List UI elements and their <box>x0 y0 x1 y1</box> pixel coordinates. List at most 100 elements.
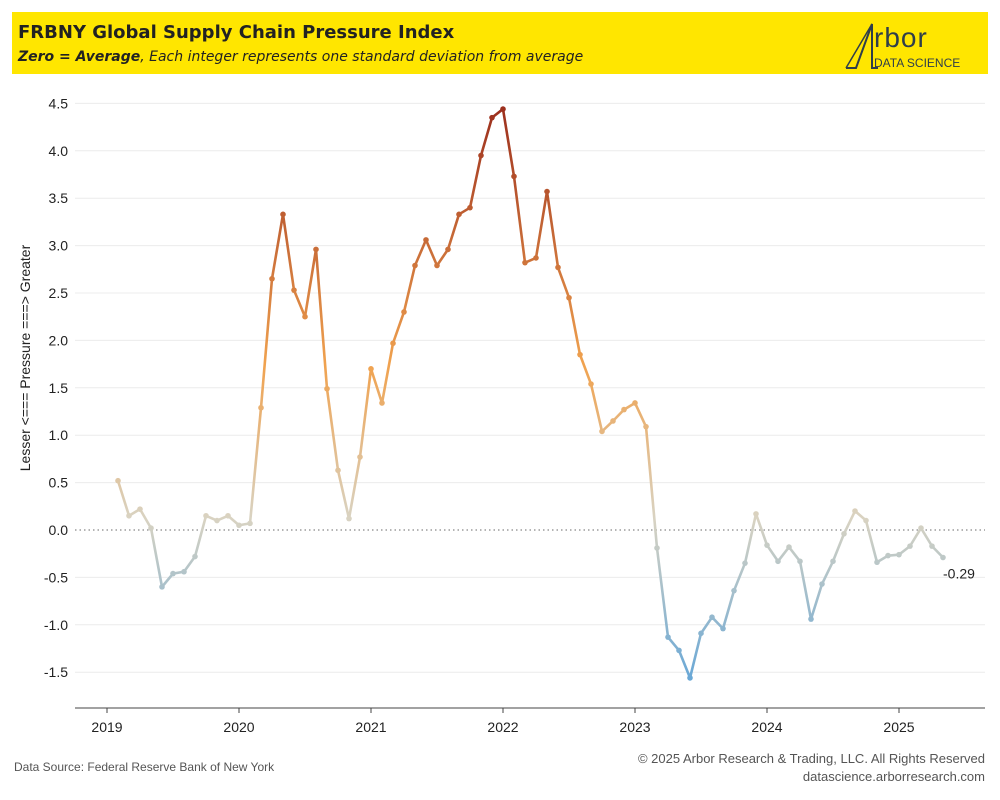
data-point <box>665 634 671 640</box>
data-point <box>269 275 275 282</box>
y-tick-label: 3.0 <box>49 238 69 254</box>
data-point <box>610 418 616 424</box>
subtitle-bold: Zero = Average <box>18 49 141 65</box>
data-point <box>181 568 187 575</box>
data-point <box>324 385 330 392</box>
data-point <box>896 551 902 558</box>
y-tick-label: -1.0 <box>44 617 68 633</box>
logo-mark-icon <box>845 23 878 69</box>
data-point <box>731 587 737 594</box>
arbor-logo: rbor DATA SCIENCE <box>832 16 982 72</box>
data-point <box>643 423 649 430</box>
x-tick-label: 2023 <box>619 719 650 735</box>
data-point <box>566 294 572 301</box>
page-title: FRBNY Global Supply Chain Pressure Index <box>18 22 455 43</box>
series-line <box>116 107 945 680</box>
data-point <box>368 366 374 372</box>
x-tick-label: 2020 <box>223 719 254 735</box>
y-tick-label: 1.0 <box>49 427 69 443</box>
y-tick-label: 0.5 <box>49 475 69 491</box>
copyright-text: © 2025 Arbor Research & Trading, LLC. Al… <box>637 751 985 766</box>
x-tick-label: 2021 <box>355 719 386 735</box>
data-point <box>786 544 792 550</box>
page-subtitle: Zero = Average, Each integer represents … <box>18 49 583 65</box>
data-point <box>214 517 220 524</box>
data-point <box>830 558 836 565</box>
subtitle-rest: , Each integer represents one standard d… <box>140 49 584 65</box>
data-point <box>401 309 407 315</box>
x-tick-label: 2019 <box>91 719 122 735</box>
x-tick-label: 2024 <box>751 719 782 735</box>
data-point <box>225 512 231 519</box>
data-point <box>390 340 396 347</box>
series-polyline <box>116 107 945 680</box>
data-point <box>753 511 759 517</box>
data-point <box>379 400 385 406</box>
data-point <box>533 255 539 261</box>
data-point <box>302 313 308 320</box>
data-point <box>907 543 913 549</box>
data-point <box>654 545 660 551</box>
series-points <box>115 106 946 681</box>
data-point <box>346 515 352 522</box>
data-point <box>500 106 506 112</box>
data-point <box>203 512 209 519</box>
data-point <box>489 114 495 121</box>
data-point <box>764 542 770 548</box>
data-point <box>632 400 638 406</box>
y-tick-label: 2.5 <box>49 285 69 301</box>
header-banner: FRBNY Global Supply Chain Pressure Index… <box>12 12 988 74</box>
data-point <box>170 570 176 577</box>
data-point <box>148 525 154 531</box>
data-point <box>577 351 583 358</box>
data-point <box>863 517 869 524</box>
copyright-block: © 2025 Arbor Research & Trading, LLC. Al… <box>638 750 985 786</box>
data-point <box>676 647 682 654</box>
data-point <box>797 558 803 565</box>
data-point <box>258 404 264 411</box>
data-point <box>709 614 715 621</box>
data-point <box>621 406 627 413</box>
data-point <box>280 211 286 218</box>
x-axis: 2019 2020 2021 2022 2023 2024 2025 <box>75 707 985 735</box>
logo-word: rbor <box>874 22 928 53</box>
data-point <box>841 530 847 537</box>
data-point <box>874 559 880 566</box>
logo-subtitle: DATA SCIENCE <box>874 56 961 70</box>
data-point <box>412 262 418 269</box>
data-point <box>335 467 341 474</box>
data-point <box>434 262 440 269</box>
data-point <box>236 522 242 529</box>
data-point <box>291 287 297 293</box>
y-tick-label: 0.0 <box>49 522 69 538</box>
data-point <box>599 428 605 435</box>
data-point <box>192 553 198 560</box>
x-tick-label: 2025 <box>883 719 914 735</box>
data-point <box>456 211 462 218</box>
y-tick-label: 4.0 <box>49 143 69 159</box>
y-tick-label: 1.5 <box>49 380 69 396</box>
data-point <box>445 246 451 253</box>
chart-gridlines <box>75 102 985 673</box>
line-chart: 2019 2020 2021 2022 2023 2024 2025 -1.5 -1.0 -0.… <box>17 95 985 735</box>
data-point <box>918 525 924 531</box>
data-point <box>929 543 935 549</box>
data-point <box>313 246 319 253</box>
data-point <box>247 520 253 527</box>
data-point <box>940 554 946 561</box>
data-point <box>467 204 473 211</box>
data-point <box>126 512 132 519</box>
data-point <box>885 552 891 559</box>
data-point <box>159 584 165 590</box>
data-point <box>687 675 693 681</box>
data-point <box>588 381 594 387</box>
data-point <box>775 558 781 565</box>
data-point <box>852 508 858 514</box>
y-tick-label: -1.5 <box>44 664 68 680</box>
data-point <box>808 616 814 622</box>
data-source-note: Data Source: Federal Reserve Bank of New… <box>14 760 275 774</box>
data-point <box>511 173 517 180</box>
data-point <box>720 625 726 632</box>
y-tick-label: 2.0 <box>49 332 69 348</box>
data-point <box>115 477 121 484</box>
